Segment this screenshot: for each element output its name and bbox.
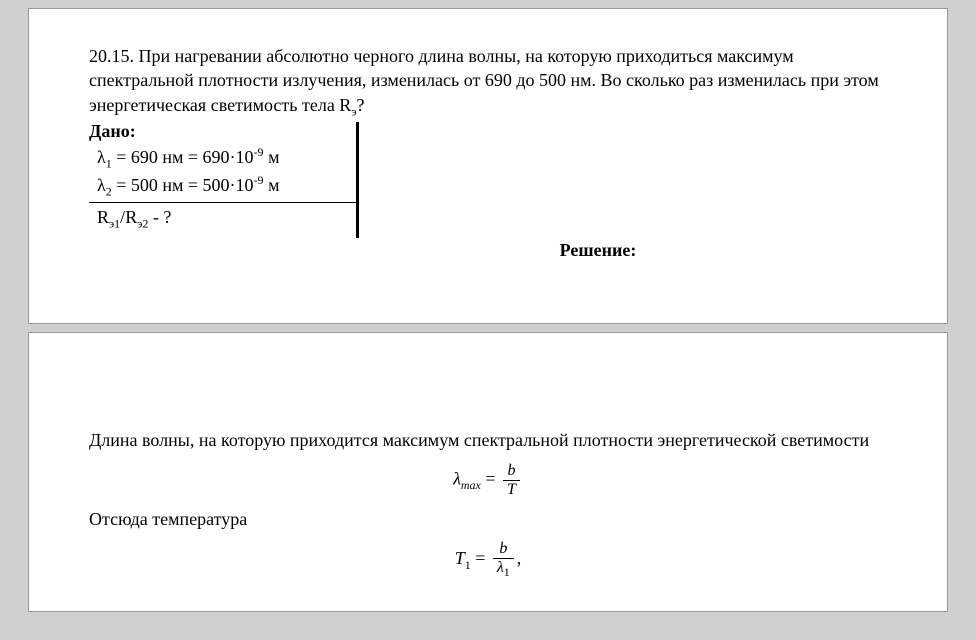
solution-label: Решение: — [309, 240, 887, 261]
lambda2-exponent: -9 — [254, 173, 264, 187]
lambda1-unit: м — [264, 147, 280, 167]
f1-equals: = — [481, 469, 500, 489]
find-r2-sub: э2 — [137, 217, 148, 231]
lambda1-value: = 690 нм = 690·10 — [112, 147, 254, 167]
f1-numerator: b — [503, 462, 520, 481]
formula-wien-law: λmax = bT — [89, 462, 887, 499]
formula2-content: T 1 = bλ1, — [455, 540, 522, 580]
lambda1-exponent: -9 — [254, 145, 264, 159]
find-ratio: Rэ1/Rэ2 - ? — [89, 205, 359, 232]
given-lambda1: λ1 = 690 нм = 690·10-9 м — [89, 144, 359, 172]
given-block: λ1 = 690 нм = 690·10-9 м λ2 = 500 нм = 5… — [89, 144, 359, 231]
given-label: Дано: — [89, 121, 887, 142]
find-r1-sub: э1 — [109, 217, 120, 231]
f1-lambda: λ — [453, 469, 461, 489]
f2-den-lambda: λ — [497, 559, 504, 576]
lambda1-symbol: λ — [97, 147, 106, 167]
f2-equals: = — [471, 549, 490, 569]
document-page-1: 20.15. При нагревании абсолютно черного … — [28, 8, 948, 324]
formula-temperature: T 1 = bλ1, — [89, 540, 887, 580]
f1-fraction: bT — [503, 462, 520, 499]
f2-numerator: b — [493, 540, 514, 559]
find-r2: R — [125, 207, 137, 227]
problem-question-mark: ? — [356, 95, 364, 115]
f1-denominator: T — [503, 481, 520, 499]
lambda2-symbol: λ — [97, 175, 106, 195]
f2-fraction: bλ1 — [493, 540, 514, 580]
find-suffix: - ? — [148, 207, 171, 227]
problem-statement: 20.15. При нагревании абсолютно черного … — [89, 44, 887, 119]
formula1-content: λmax = bT — [453, 462, 523, 499]
f2-den-sub: 1 — [504, 565, 510, 579]
f2-t: T — [455, 549, 465, 569]
f2-comma: , — [517, 549, 522, 569]
f2-denominator: λ1 — [493, 559, 514, 580]
lambda2-value: = 500 нм = 500·10 — [112, 175, 254, 195]
given-lambda2: λ2 = 500 нм = 500·10-9 м — [89, 172, 359, 200]
given-vertical-border — [356, 122, 359, 237]
explanation-text: Длина волны, на которую приходится макси… — [89, 428, 887, 452]
f1-lambda-sub: max — [461, 479, 481, 493]
document-page-2: Длина волны, на которую приходится макси… — [28, 332, 948, 612]
given-divider-line — [89, 202, 359, 203]
hence-label: Отсюда температура — [89, 509, 887, 530]
problem-text-content: 20.15. При нагревании абсолютно черного … — [89, 46, 879, 115]
find-r1: R — [97, 207, 109, 227]
lambda2-unit: м — [264, 175, 280, 195]
